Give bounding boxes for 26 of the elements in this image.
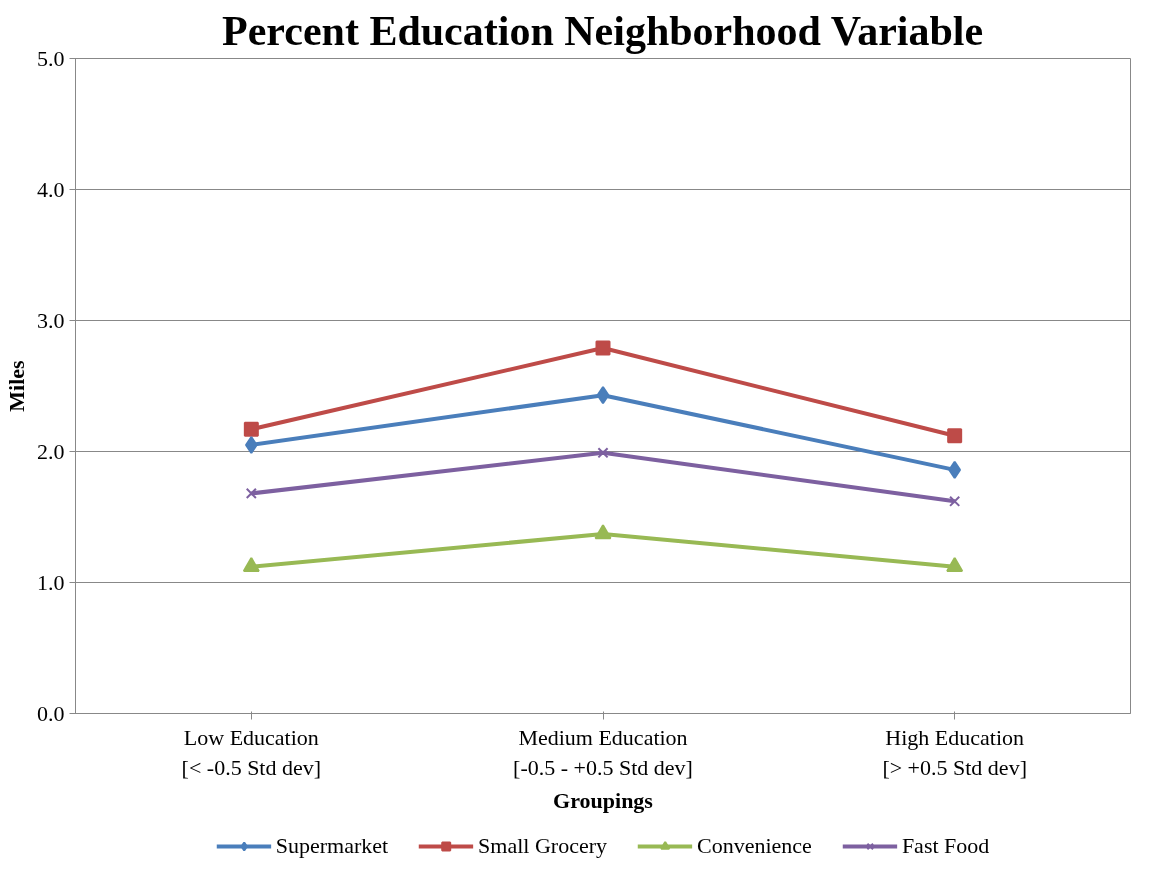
legend-label: Convenience <box>697 833 812 859</box>
y-tick-label: 2.0 <box>37 438 65 464</box>
chart-title: Percent Education Neighborhood Variable <box>222 7 984 54</box>
point <box>594 524 612 540</box>
point <box>947 428 963 444</box>
point <box>596 386 610 405</box>
x-tick-label: High Education [> +0.5 Std dev] <box>882 724 1027 780</box>
x-tick-label: Low Education [< -0.5 Std dev] <box>181 724 322 780</box>
y-tick-label: 3.0 <box>37 307 65 333</box>
point <box>243 421 259 437</box>
y-tick-label: 4.0 <box>37 176 65 202</box>
y-tick-label: 0.0 <box>37 700 65 726</box>
point <box>597 447 609 459</box>
point <box>245 487 257 500</box>
y-tick-label: 5.0 <box>37 45 65 71</box>
legend-label: Fast Food <box>901 833 990 859</box>
legend-label: Supermarket <box>275 833 389 859</box>
point <box>946 557 964 573</box>
point <box>595 340 611 356</box>
point <box>949 495 961 507</box>
x-tick-label: Medium Education [-0.5 - +0.5 Std dev] <box>513 724 693 780</box>
x-axis-title: Groupings <box>553 787 654 813</box>
y-tick-label: 1.0 <box>37 569 65 595</box>
legend-label: Small Grocery <box>478 833 608 859</box>
point <box>242 557 260 573</box>
y-axis-title: Miles <box>4 359 29 412</box>
